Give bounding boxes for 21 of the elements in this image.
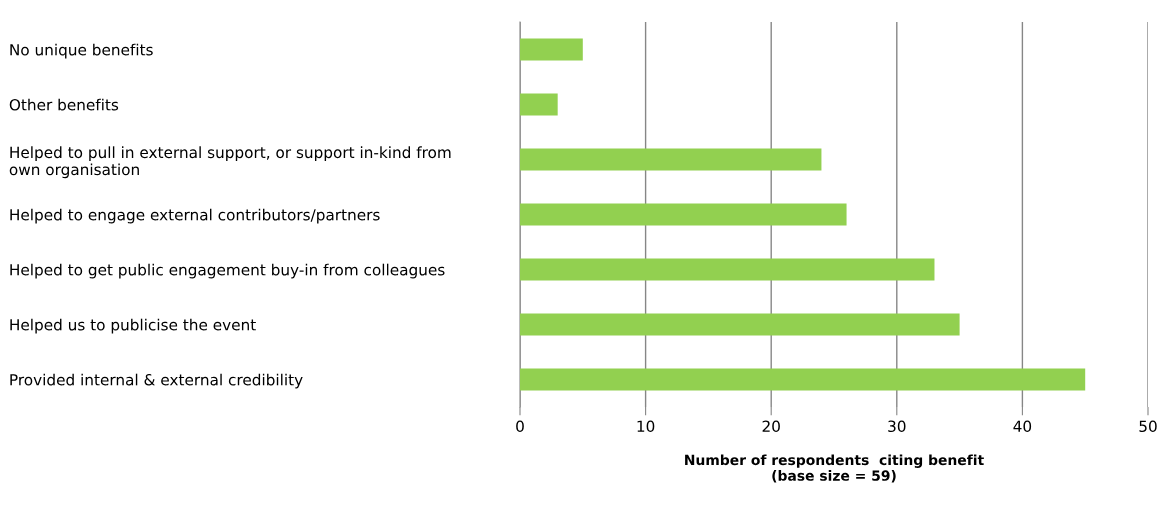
y-tick-label: Provided internal & external credibility	[10, 373, 303, 389]
x-tick-label: 0	[516, 420, 524, 433]
bar	[520, 258, 935, 281]
y-tick-label: Helped to engage external contributors/partners	[10, 208, 380, 224]
y-tick-label: Helped us to publicise the event	[10, 318, 256, 334]
x-tick-label: 50	[1139, 420, 1157, 433]
y-tick-label: Helped to pull in external support, or support in-kind from own organisation	[9, 146, 451, 179]
bar	[520, 38, 583, 61]
y-tick-label: Helped to get public engagement buy-in from colleagues	[10, 263, 445, 279]
y-tick-label: Other benefits	[9, 98, 119, 111]
bar	[520, 313, 960, 336]
x-tick-label: 20	[762, 420, 780, 433]
bar	[520, 148, 822, 171]
x-axis-title: Number of respondents citing benefit (base size = 59)	[685, 454, 984, 483]
x-tick-label: 40	[1013, 420, 1032, 433]
x-tick-label: 10	[637, 420, 655, 433]
bar	[520, 368, 1086, 391]
y-tick-label: No unique benefits	[10, 43, 153, 59]
x-tick-label: 30	[888, 420, 906, 433]
bar	[520, 93, 558, 116]
bar	[520, 203, 847, 226]
